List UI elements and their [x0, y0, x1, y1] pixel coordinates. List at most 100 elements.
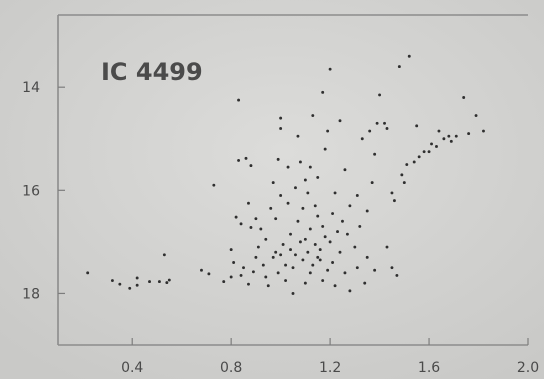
- data-point: [128, 286, 132, 290]
- data-point: [318, 248, 322, 252]
- data-point: [266, 284, 270, 288]
- data-point: [348, 204, 352, 208]
- data-point: [207, 272, 211, 276]
- data-point: [242, 266, 245, 270]
- data-point: [368, 129, 372, 133]
- data-point: [162, 253, 166, 257]
- data-point: [86, 271, 90, 275]
- data-point: [385, 245, 389, 249]
- data-point: [311, 114, 315, 117]
- data-point: [345, 232, 349, 236]
- data-point: [303, 281, 307, 285]
- data-point: [167, 278, 171, 282]
- data-point: [148, 280, 151, 284]
- data-point: [341, 219, 344, 223]
- data-point: [274, 217, 278, 221]
- data-point: [284, 263, 288, 267]
- y-tick-label: 14: [22, 80, 40, 96]
- data-point: [308, 227, 312, 231]
- data-point: [271, 181, 275, 185]
- data-point: [321, 224, 325, 228]
- data-point: [390, 191, 394, 195]
- data-point: [264, 275, 268, 279]
- x-tick-label: 1.6: [418, 360, 440, 376]
- data-point: [294, 186, 297, 190]
- tick-marks: [58, 86, 529, 345]
- data-point: [237, 158, 241, 162]
- data-point: [244, 156, 248, 160]
- data-point: [435, 145, 438, 148]
- data-point: [316, 175, 320, 179]
- data-point: [308, 165, 312, 169]
- data-point: [331, 261, 335, 264]
- data-point: [306, 250, 310, 254]
- data-point: [331, 212, 335, 215]
- data-point: [316, 214, 320, 218]
- data-point: [385, 126, 389, 130]
- data-point: [261, 263, 265, 267]
- data-point: [482, 129, 485, 133]
- data-point: [402, 181, 406, 185]
- data-point: [291, 266, 295, 270]
- data-point: [311, 263, 315, 267]
- data-point: [296, 219, 300, 223]
- data-point: [301, 206, 305, 210]
- data-point: [395, 273, 399, 277]
- data-point: [328, 240, 332, 244]
- data-point: [234, 215, 238, 219]
- data-point: [237, 98, 241, 102]
- x-tick-label: 0.4: [121, 360, 143, 376]
- data-point: [321, 90, 325, 94]
- data-point: [474, 114, 478, 117]
- data-point: [412, 160, 416, 164]
- data-point: [279, 194, 283, 197]
- scatter-points: [86, 54, 485, 295]
- data-point: [323, 235, 327, 239]
- plot-frame: [57, 14, 528, 346]
- data-point: [449, 139, 453, 143]
- data-point: [284, 279, 288, 282]
- data-point: [296, 134, 300, 138]
- data-point: [467, 132, 471, 136]
- data-point: [279, 253, 283, 257]
- x-tick-label: 2.0: [517, 360, 539, 376]
- data-point: [294, 253, 297, 257]
- data-point: [415, 124, 419, 128]
- data-point: [358, 224, 362, 228]
- data-point: [232, 261, 236, 264]
- data-point: [373, 268, 377, 272]
- data-point: [427, 150, 431, 154]
- data-point: [229, 275, 233, 279]
- data-point: [355, 194, 359, 197]
- y-tick-label: 18: [22, 286, 40, 302]
- data-point: [338, 119, 342, 123]
- data-point: [269, 206, 273, 210]
- data-point: [333, 191, 337, 195]
- cluster-annotation: IC 4499: [101, 58, 203, 86]
- data-point: [360, 137, 364, 141]
- data-point: [316, 255, 320, 259]
- data-point: [363, 281, 367, 285]
- data-point: [323, 147, 327, 151]
- data-point: [405, 163, 409, 166]
- data-point: [365, 255, 369, 259]
- data-point: [301, 258, 305, 262]
- data-point: [355, 266, 359, 270]
- data-point: [400, 173, 404, 177]
- data-point: [286, 201, 290, 205]
- data-point: [289, 248, 292, 252]
- data-point: [306, 191, 310, 195]
- data-point: [417, 155, 421, 159]
- data-point: [343, 168, 347, 172]
- data-point: [383, 121, 386, 125]
- data-point: [279, 116, 283, 120]
- data-point: [135, 283, 139, 287]
- data-point: [442, 137, 446, 141]
- data-point: [326, 129, 330, 133]
- data-point: [110, 279, 114, 282]
- data-point: [135, 276, 139, 280]
- data-point: [254, 255, 258, 259]
- data-point: [407, 54, 411, 58]
- data-point: [298, 240, 302, 244]
